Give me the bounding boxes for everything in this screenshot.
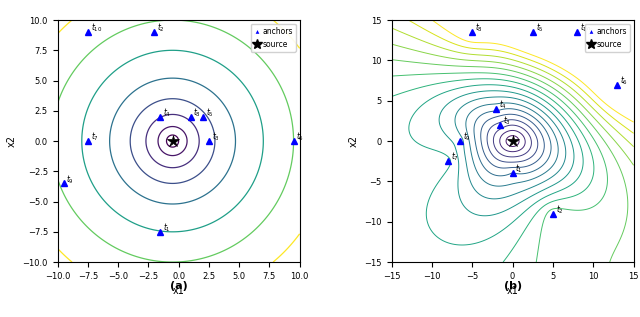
Legend: anchors, source: anchors, source <box>585 24 630 52</box>
Text: $t_8$: $t_8$ <box>193 107 202 119</box>
Text: $t_{10}$: $t_{10}$ <box>580 22 591 34</box>
Text: $t_7$: $t_7$ <box>451 151 459 163</box>
X-axis label: x1: x1 <box>173 286 184 296</box>
Legend: anchors, source: anchors, source <box>251 24 296 52</box>
Text: $t_4$: $t_4$ <box>499 98 508 111</box>
Text: $t_6$: $t_6$ <box>296 131 305 143</box>
Text: $t_5$: $t_5$ <box>536 22 543 34</box>
Text: (b): (b) <box>504 281 522 291</box>
Text: $t_5$: $t_5$ <box>205 107 214 119</box>
Text: $t_4$: $t_4$ <box>163 107 172 119</box>
Text: $t_3$: $t_3$ <box>212 131 220 143</box>
X-axis label: x1: x1 <box>507 286 518 296</box>
Text: $t_8$: $t_8$ <box>475 22 483 34</box>
Text: $t_9$: $t_9$ <box>67 173 74 185</box>
Text: $t_7$: $t_7$ <box>91 131 99 143</box>
Text: (a): (a) <box>170 281 188 291</box>
Text: $t_{10}$: $t_{10}$ <box>91 22 102 34</box>
Text: $t_9$: $t_9$ <box>463 131 471 143</box>
Text: $t_2$: $t_2$ <box>556 203 564 216</box>
Text: $t_1$: $t_1$ <box>163 222 171 234</box>
Y-axis label: x2: x2 <box>349 135 359 147</box>
Text: $t_3$: $t_3$ <box>503 114 511 127</box>
Y-axis label: x2: x2 <box>7 135 17 147</box>
Text: $t_2$: $t_2$ <box>157 22 165 34</box>
Text: $t_1$: $t_1$ <box>515 163 524 175</box>
Text: $t_6$: $t_6$ <box>620 74 628 87</box>
